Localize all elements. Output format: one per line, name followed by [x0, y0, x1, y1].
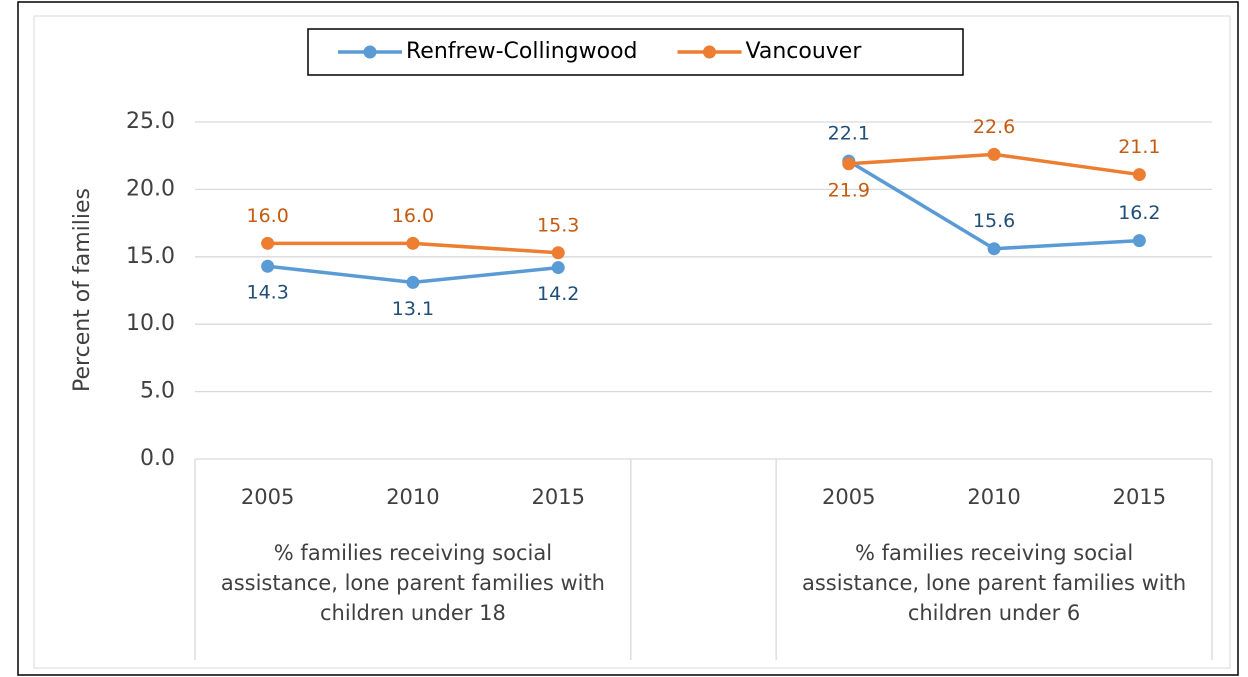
y-tick-label: 25.0	[126, 109, 175, 134]
legend-marker	[703, 45, 716, 59]
data-label: 15.6	[973, 210, 1015, 232]
data-point	[261, 259, 275, 273]
data-label: 16.0	[246, 205, 288, 227]
y-tick-label: 15.0	[126, 244, 175, 269]
y-tick-label: 5.0	[140, 379, 175, 404]
data-point	[987, 242, 1001, 256]
y-axis-title: Percent of families	[70, 188, 95, 392]
data-label: 14.3	[246, 282, 288, 304]
data-label: 15.3	[537, 214, 579, 236]
data-point	[842, 157, 856, 171]
legend	[307, 28, 964, 76]
x-tick-label: 2005	[822, 485, 875, 509]
data-point	[1132, 168, 1146, 182]
data-label: 21.1	[1118, 136, 1160, 158]
data-point	[406, 275, 420, 289]
legend-label: Vancouver	[746, 39, 863, 64]
data-label: 21.9	[828, 179, 870, 201]
x-tick-label: 2010	[386, 485, 439, 509]
group-label: % families receiving social assistance, …	[801, 541, 1187, 625]
y-tick-label: 20.0	[126, 176, 175, 201]
x-tick-label: 2015	[531, 485, 584, 509]
y-tick-label: 10.0	[126, 311, 175, 336]
data-label: 22.1	[828, 123, 870, 145]
data-label: 22.6	[973, 116, 1015, 138]
data-label: 16.2	[1118, 202, 1160, 224]
y-tick-label: 0.0	[140, 446, 175, 471]
chart-area	[33, 15, 1231, 669]
frame	[17, 1, 1239, 676]
data-label: 16.0	[392, 205, 434, 227]
x-tick-label: 2005	[241, 485, 294, 509]
x-tick-label: 2015	[1113, 485, 1166, 509]
data-label: 14.2	[537, 283, 579, 305]
data-point	[987, 147, 1001, 161]
data-point	[551, 246, 565, 260]
data-point	[1132, 234, 1146, 248]
data-point	[406, 236, 420, 250]
data-point	[551, 261, 565, 275]
group-label: % families receiving social assistance, …	[220, 541, 605, 625]
data-label: 13.1	[392, 298, 434, 320]
x-tick-label: 2010	[967, 485, 1020, 509]
series-line	[267, 152, 1140, 255]
legend-marker	[363, 45, 377, 59]
legend-label: Renfrew-Collingwood	[406, 39, 638, 64]
data-point	[261, 236, 275, 250]
